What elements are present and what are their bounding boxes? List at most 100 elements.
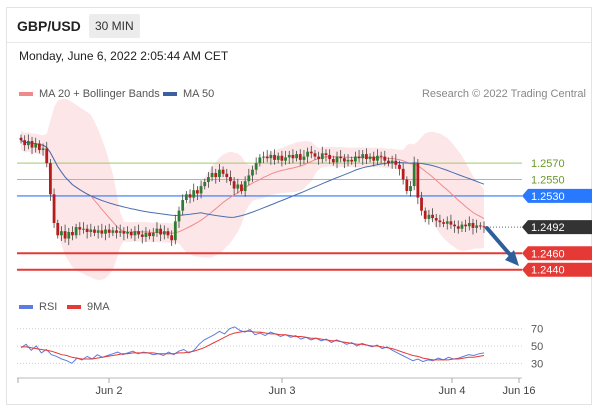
candle-body xyxy=(438,220,442,223)
candle-body xyxy=(423,210,427,219)
candle-body xyxy=(232,181,236,189)
price-label-box xyxy=(522,246,592,261)
candle-body xyxy=(320,153,324,160)
candle-body xyxy=(48,163,52,195)
candle-body xyxy=(71,232,74,236)
candle-body xyxy=(335,156,339,163)
candle-body xyxy=(442,222,445,224)
candle-body xyxy=(203,182,207,187)
candle-body xyxy=(236,184,240,189)
candle-body xyxy=(96,230,100,233)
price-label-text: 1.2530 xyxy=(531,191,565,203)
rsi-ma9-line xyxy=(21,330,485,361)
candle-body xyxy=(192,190,196,198)
candle-body xyxy=(23,140,27,146)
candle-body xyxy=(365,154,368,160)
candle-body xyxy=(412,163,416,187)
candle-body xyxy=(390,160,394,164)
candle-body xyxy=(195,190,199,194)
candle-body xyxy=(89,229,93,232)
forecast-arrow-shaft xyxy=(485,226,514,259)
candle-body xyxy=(328,154,332,160)
price-label-text: 1.2492 xyxy=(531,222,565,234)
candle-body xyxy=(148,232,152,237)
candle-body xyxy=(353,156,357,162)
ma9-swatch xyxy=(67,305,81,309)
candle-body xyxy=(129,232,133,236)
candle-body xyxy=(104,229,107,234)
candle-body xyxy=(118,231,122,233)
candle-body xyxy=(284,157,287,161)
candle-body xyxy=(453,224,457,227)
candle-body xyxy=(262,156,265,158)
candle-body xyxy=(126,232,129,234)
candle-body xyxy=(482,226,486,228)
legend-ma9-label: 9MA xyxy=(87,301,110,313)
candle-body xyxy=(56,222,60,236)
candle-body xyxy=(405,179,409,192)
candle-body xyxy=(26,141,30,146)
legend-ma50: MA 50 xyxy=(163,88,214,100)
candle-body xyxy=(19,137,23,141)
ma20-swatch xyxy=(19,92,33,96)
candle-body xyxy=(225,173,229,178)
candle-body xyxy=(30,141,34,148)
candle-body xyxy=(210,172,214,178)
candle-body xyxy=(181,200,185,211)
legend-rsi-label: RSI xyxy=(39,301,58,313)
candle-body xyxy=(67,232,71,239)
candle-body xyxy=(416,163,420,198)
candle-body xyxy=(41,148,45,151)
price-label-box xyxy=(522,262,592,277)
candle-body xyxy=(339,156,343,159)
candle-body xyxy=(155,228,159,233)
candle-body xyxy=(313,153,317,157)
candle-body xyxy=(398,164,401,169)
candle-body xyxy=(177,210,181,222)
candle-body xyxy=(434,218,438,221)
candle-body xyxy=(357,156,361,159)
candle-body xyxy=(133,231,137,236)
candle-body xyxy=(383,156,387,161)
candle-body xyxy=(151,232,155,237)
candle-body xyxy=(464,224,468,227)
x-tick-label: Jun 4 xyxy=(439,385,466,397)
rsi-line xyxy=(20,326,485,364)
timeframe-badge[interactable]: 30 MIN xyxy=(89,14,140,38)
candle-body xyxy=(372,156,376,161)
candle-body xyxy=(247,175,251,182)
candle-body xyxy=(199,186,203,194)
candle-body xyxy=(107,229,111,233)
candle-body xyxy=(265,156,269,159)
candle-body xyxy=(37,143,41,151)
candle-body xyxy=(331,159,335,163)
legend-ma20: MA 20 + Bollinger Bands xyxy=(19,88,160,100)
candle-body xyxy=(115,230,118,233)
legend-ma20-label: MA 20 + Bollinger Bands xyxy=(39,88,160,100)
candle-body xyxy=(188,194,192,198)
candle-body xyxy=(273,154,276,160)
candle-body xyxy=(170,235,174,241)
candle-body xyxy=(184,194,188,201)
ma50-line xyxy=(20,139,485,218)
candle-body xyxy=(52,194,56,223)
candle-body xyxy=(287,154,291,158)
x-tick-label: Jun 3 xyxy=(269,385,296,397)
candle-body xyxy=(280,155,284,161)
candle-body xyxy=(342,158,346,162)
candle-body xyxy=(302,156,306,160)
candle-body xyxy=(409,186,412,192)
candle-body xyxy=(74,227,78,236)
resistance-label: 1.2570 xyxy=(531,158,565,170)
candle-body xyxy=(166,231,170,236)
header-divider xyxy=(7,42,591,43)
candle-body xyxy=(324,153,328,155)
candle-body xyxy=(401,168,405,180)
bollinger-band xyxy=(21,98,484,280)
price-label-text: 1.2460 xyxy=(531,248,565,260)
candle-body xyxy=(137,231,140,235)
candle-body xyxy=(291,154,295,159)
candle-body xyxy=(456,226,460,229)
candle-body xyxy=(122,231,126,234)
candle-body xyxy=(420,197,423,211)
